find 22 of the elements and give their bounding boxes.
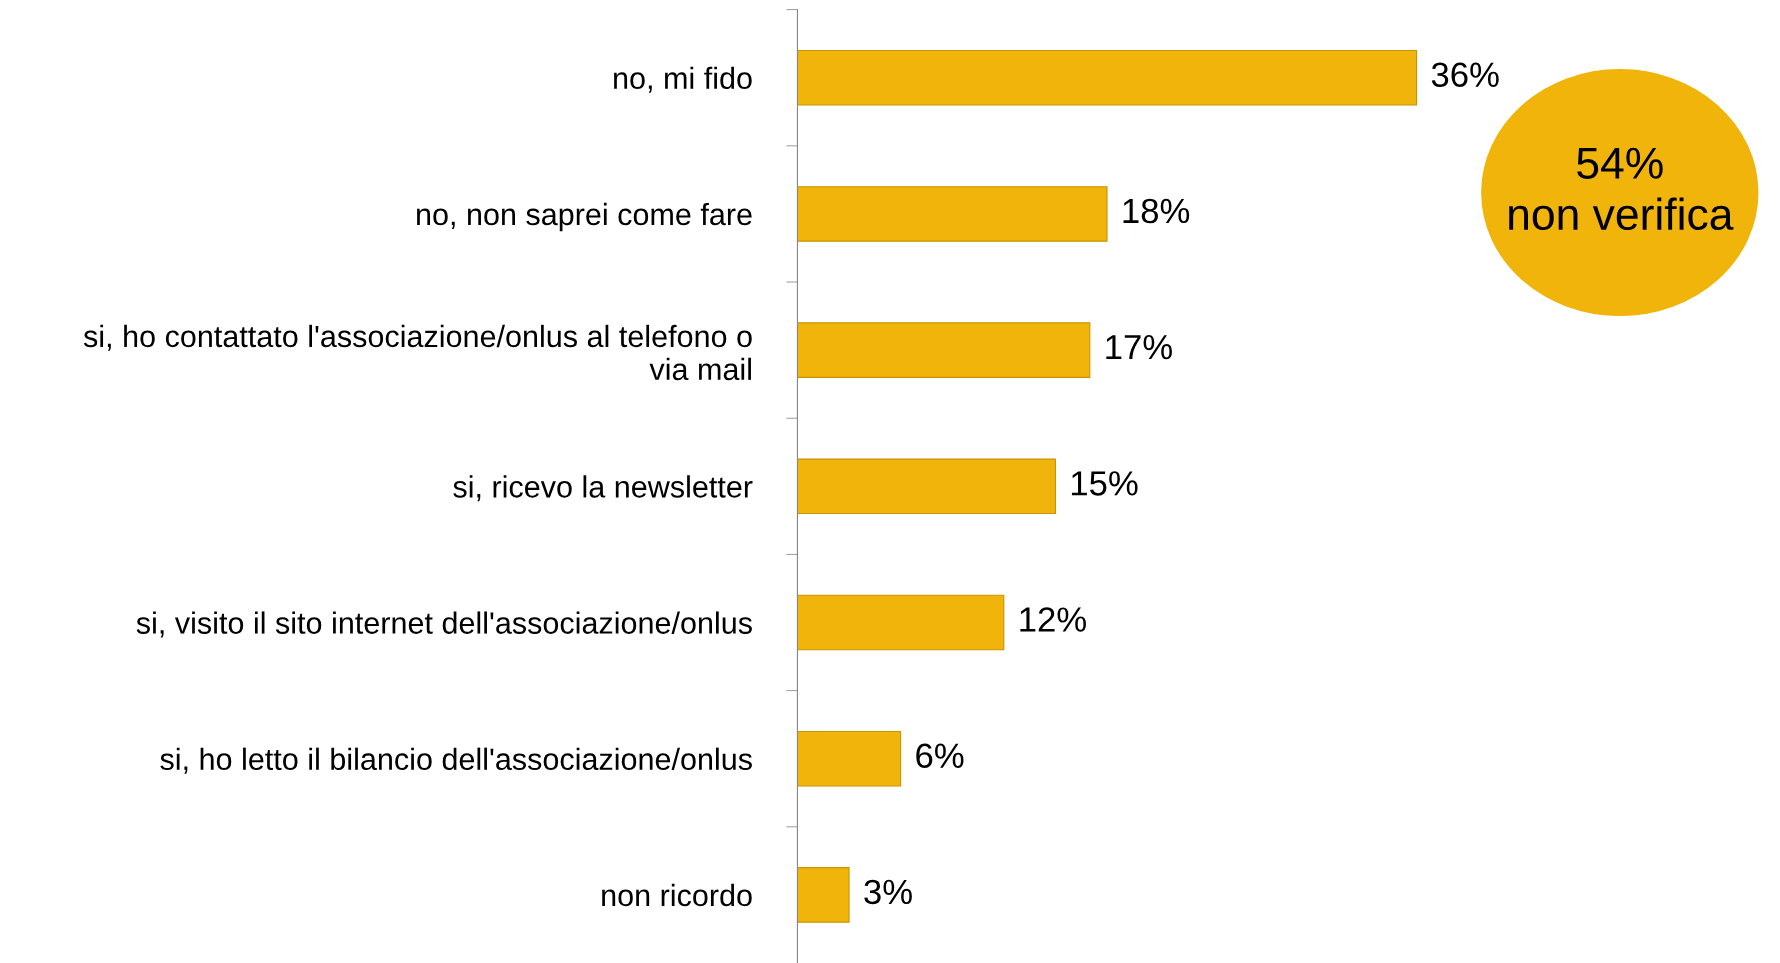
y-tick-label: non ricordo [602, 883, 752, 907]
data-label: 18% [1123, 198, 1190, 224]
data-label: 6% [916, 743, 964, 769]
y-tick-label: no, mi fido [614, 66, 752, 93]
bar [797, 730, 902, 787]
data-label: 12% [1020, 607, 1086, 632]
bar [797, 49, 1418, 106]
data-label: 36% [1431, 62, 1499, 88]
text: 54% non verifica [1509, 147, 1734, 231]
y-tick-label: no, non saprei come fare [417, 202, 752, 232]
data-label: 15% [1071, 471, 1138, 496]
y-tick-label: si, ricevo la newsletter [453, 475, 753, 502]
y-tick-label: si, ho contattato l'associazione/onlus al telefono o via mail [83, 324, 752, 381]
bar [797, 594, 1005, 651]
bar [797, 458, 1056, 515]
y-tick-label: si, ho letto il bilancio dell'associazione/onlus [160, 747, 752, 774]
y-tick-label: si, visito il sito internet dell'associazione/onlus [136, 611, 752, 638]
data-label: 3% [864, 879, 912, 905]
bar [797, 867, 850, 923]
bar [797, 322, 1091, 378]
data-label: 17% [1106, 335, 1172, 360]
bar [797, 186, 1108, 242]
